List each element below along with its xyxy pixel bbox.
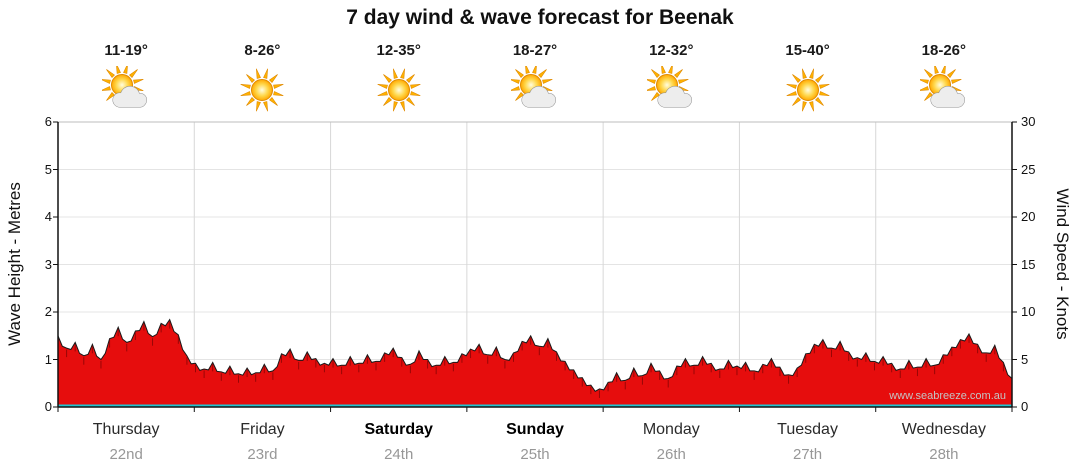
right-axis-label: Wind Speed - Knots [1053, 188, 1072, 340]
sun-icon [377, 68, 421, 112]
sun-icon [240, 68, 284, 112]
right-axis-tick-label: 20 [1021, 209, 1036, 224]
day-temperature: 18-27° [512, 42, 558, 59]
left-axis-tick-label: 0 [44, 399, 52, 414]
day-label: Thursday [92, 421, 160, 438]
day-label: Friday [240, 421, 285, 438]
wind-series-area [57, 318, 1013, 408]
left-axis-tick-label: 5 [44, 161, 52, 177]
sun-cloud-icon [100, 63, 148, 108]
day-temperature: 12-35° [376, 42, 421, 59]
weather-icon [509, 63, 559, 114]
weather-icon [784, 66, 832, 114]
left-axis-tick-label: 6 [44, 114, 52, 129]
day-label: Sunday [506, 421, 564, 438]
day-temperature: 15-40° [785, 42, 830, 59]
day-label: Saturday [364, 421, 433, 438]
day-label: Tuesday [777, 421, 838, 438]
left-axis-tick-label: 1 [44, 351, 52, 367]
left-axis-tick-label: 4 [44, 209, 52, 224]
right-axis-tick-label: 10 [1021, 304, 1036, 319]
sun-icon [786, 68, 829, 112]
right-axis-tick-label: 5 [1021, 351, 1029, 367]
day-label: Wednesday [901, 421, 986, 438]
date-label: 23rd [247, 446, 278, 463]
date-label: 25th [520, 446, 550, 463]
day-temperature: 8-26° [244, 42, 281, 59]
date-label: 22nd [109, 446, 143, 463]
date-label: 28th [929, 446, 959, 463]
left-axis-tick-label: 2 [44, 304, 52, 319]
weather-icon [375, 66, 423, 114]
right-axis-tick-label: 15 [1021, 256, 1036, 272]
day-temperature: 11-19° [104, 42, 148, 59]
sun-cloud-icon [509, 63, 556, 108]
left-axis-tick-label: 3 [44, 256, 52, 272]
weather-icon [918, 63, 968, 114]
date-label: 27th [792, 446, 823, 463]
day-temperature: 12-32° [649, 42, 694, 59]
weather-icon [645, 63, 695, 114]
left-axis-label: Wave Height - Metres [5, 182, 24, 346]
sun-cloud-icon [918, 63, 965, 108]
weather-icon [238, 66, 286, 114]
right-axis-tick-label: 30 [1021, 114, 1036, 129]
day-temperature: 18-26° [921, 42, 967, 59]
watermark: www.seabreeze.com.au [889, 390, 1006, 402]
weather-icon [100, 63, 150, 114]
date-label: 26th [656, 446, 686, 463]
right-axis-tick-label: 25 [1021, 161, 1036, 177]
chart-title: 7 day wind & wave forecast for Beenak [346, 6, 734, 29]
right-axis-tick-label: 0 [1021, 399, 1029, 414]
sun-cloud-icon [645, 63, 693, 108]
date-label: 24th [384, 446, 414, 463]
day-label: Monday [642, 421, 700, 438]
